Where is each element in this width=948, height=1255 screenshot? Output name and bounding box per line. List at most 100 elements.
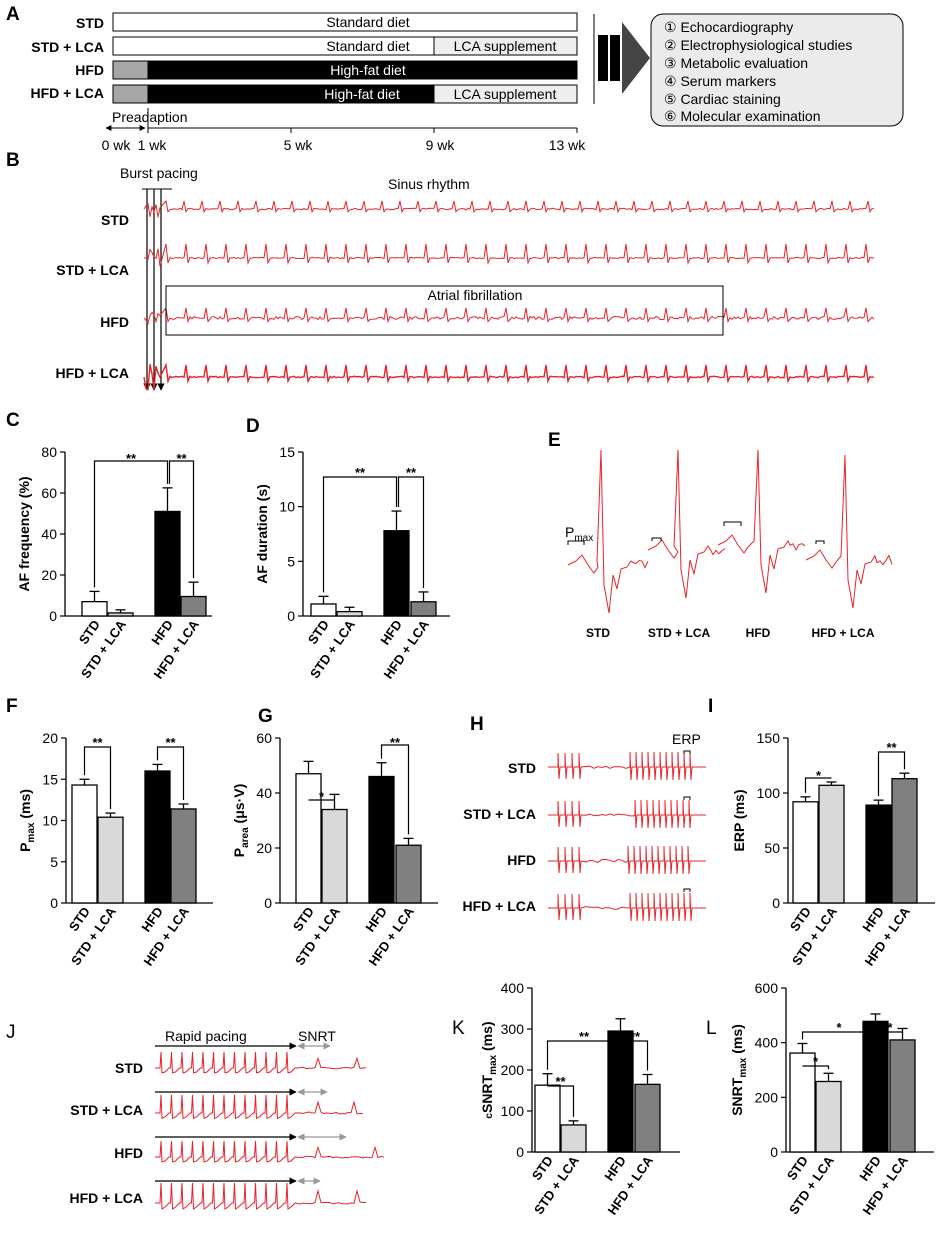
pmax-label: Pmax: [565, 524, 593, 544]
significance-bracket: [802, 1065, 830, 1070]
significance-bracket: [547, 1085, 575, 1117]
ecg-trace-hfd-lca: [143, 362, 875, 391]
diet-label-hfd: HFD: [75, 62, 104, 78]
erp-trace-hfd: [548, 845, 706, 875]
y-tick-label: 0: [516, 1144, 524, 1160]
bar-std: [295, 773, 322, 904]
j-label-std-lca: STD + LCA: [70, 1102, 143, 1118]
bar-std-lca: [336, 610, 363, 617]
erp-bracket-std-lca: [683, 796, 691, 800]
j-label-hfd-lca: HFD + LCA: [70, 1190, 144, 1206]
bar-std-lca: [818, 784, 845, 904]
panel-label-d: D: [246, 416, 260, 437]
y-tick-label: 20: [42, 730, 58, 746]
outcome-arrow-icon: [598, 22, 650, 94]
y-tick-label: 80: [41, 444, 57, 460]
preadapt-bar-hfd: [112, 60, 149, 80]
y-tick-label: 50: [764, 840, 780, 856]
significance-label: **: [406, 465, 417, 480]
bar-std-lca: [97, 816, 124, 904]
significance-bracket: [322, 476, 398, 593]
bar-std: [534, 1084, 561, 1153]
bar-hfd: [607, 1030, 634, 1153]
supp-text-std-lca: LCA supplement: [454, 38, 557, 54]
tick-5wk: 5 wk: [284, 137, 314, 153]
af-label: Atrial fibrillation: [428, 287, 523, 303]
y-tick-label: 0: [770, 1144, 778, 1160]
erp-trace-hfd-lca: [548, 892, 706, 922]
bar-std: [792, 801, 819, 904]
diet-text-std-lca: Standard diet: [326, 38, 409, 54]
bar-hfd-lca: [891, 778, 918, 904]
e-label-hfd: HFD: [746, 626, 771, 640]
y-tick-label: 400: [501, 980, 525, 996]
diet-label-std: STD: [76, 15, 104, 31]
outcome-5: ⑤ Cardiac staining: [664, 91, 781, 107]
panel-h: ERP STD STD + LCA HFD HFD + LCA: [463, 731, 706, 922]
bar-hfd-lca: [170, 808, 197, 904]
significance-label: **: [555, 1074, 566, 1089]
y-tick-label: 0: [49, 608, 57, 624]
snrt-label: SNRT: [298, 1028, 336, 1044]
significance-label: **: [886, 740, 897, 755]
diet-label-hfd-lca: HFD + LCA: [31, 85, 105, 101]
significance-label: *: [816, 768, 822, 783]
bar-hfd: [383, 530, 410, 617]
pmax-bracket-std: [567, 540, 585, 545]
trace-b-label-hfd-lca: HFD + LCA: [56, 365, 130, 381]
pmax-bracket-hfd-lca: [815, 540, 825, 544]
y-tick-label: 0: [287, 608, 295, 624]
y-axis-label: AF duration (s): [254, 484, 270, 584]
outcome-6: ⑥ Molecular examination: [664, 108, 821, 124]
sinus-rhythm-label: Sinus rhythm: [388, 176, 470, 192]
panel-label-e: E: [548, 430, 561, 451]
diet-label-std-lca: STD + LCA: [31, 39, 104, 55]
outcome-1: ① Echocardiography: [664, 19, 793, 35]
bar-std-lca: [560, 1124, 587, 1153]
y-axis-label: Parea (μs·V): [231, 784, 251, 858]
bar-hfd-lca: [889, 1039, 916, 1153]
trace-b-label-std-lca: STD + LCA: [56, 262, 129, 278]
significance-bracket: [397, 476, 425, 588]
ecg-trace-std-lca: [143, 243, 875, 267]
outcome-4: ④ Serum markers: [664, 73, 776, 89]
diet-text-hfd-lca: High-fat diet: [324, 86, 400, 102]
y-tick-label: 0: [50, 895, 58, 911]
y-tick-label: 300: [501, 1021, 525, 1037]
panel-a: STD STD + LCA HFD HFD + LCA Standard die…: [31, 12, 904, 153]
y-tick-label: 100: [757, 785, 781, 801]
burst-pacing-label: Burst pacing: [120, 165, 198, 181]
panel-label-a: A: [6, 4, 20, 25]
significance-bracket: [804, 777, 832, 793]
tick-1wk: 1 wk: [138, 137, 168, 153]
y-axis-label: ERP (ms): [731, 790, 747, 852]
outcome-3: ③ Metabolic evaluation: [664, 55, 808, 71]
bar-hfd: [368, 775, 395, 904]
y-tick-label: 0: [264, 895, 272, 911]
bar-hfd: [154, 510, 181, 617]
snrt-trace-std-lca: [155, 1094, 364, 1120]
erp-bracket-hfd-lca: [683, 888, 691, 892]
bar-std: [789, 1052, 816, 1153]
snrt-trace-hfd-lca: [155, 1182, 366, 1210]
y-tick-label: 400: [755, 1035, 779, 1051]
bar-hfd-lca: [180, 595, 207, 617]
bar-std-lca: [321, 808, 348, 904]
j-label-hfd: HFD: [114, 1145, 143, 1161]
h-label-hfd-lca: HFD + LCA: [463, 898, 537, 914]
y-tick-label: 200: [755, 1089, 779, 1105]
y-tick-label: 40: [256, 785, 272, 801]
significance-label: **: [126, 451, 137, 466]
panel-e: Pmax STD STD + LCA HFD HFD + LCA: [565, 449, 893, 640]
significance-label: **: [92, 735, 103, 750]
y-tick-label: 5: [50, 854, 58, 870]
y-tick-label: 15: [42, 771, 58, 787]
p-wave-trace-hfd-lca: [805, 454, 893, 609]
significance-label: *: [836, 1020, 842, 1035]
y-axis-label: SNRTmax (ms): [729, 1024, 749, 1116]
